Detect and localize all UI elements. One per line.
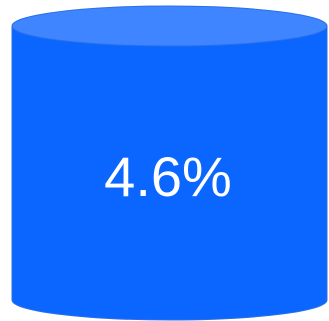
cylinder-label: 4.6% bbox=[104, 145, 232, 208]
cylinder-body bbox=[11, 25, 328, 321]
cylinder-top bbox=[11, 5, 328, 47]
